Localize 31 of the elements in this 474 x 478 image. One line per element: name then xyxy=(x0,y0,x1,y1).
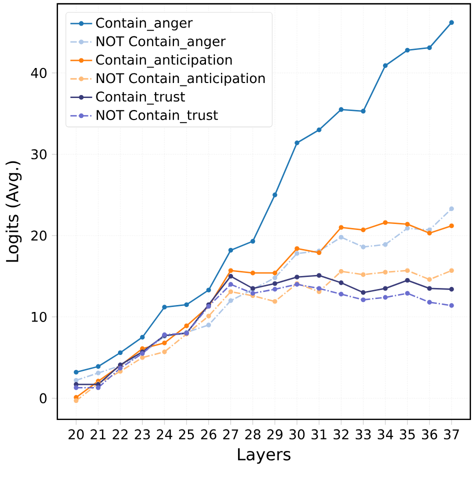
x-tick-label: 28 xyxy=(245,429,260,440)
x-tick-label: 36 xyxy=(422,429,438,440)
y-tick-label: 40 xyxy=(30,68,46,78)
x-tick-label: 29 xyxy=(267,429,282,440)
legend-label: NOT Contain_anger xyxy=(96,36,226,50)
x-tick-label: 26 xyxy=(201,429,216,440)
x-tick-label: 22 xyxy=(112,429,128,440)
y-tick-label: 30 xyxy=(31,149,46,160)
x-tick-label: 35 xyxy=(400,429,415,440)
y-tick-label: 20 xyxy=(31,230,46,241)
y-tick-label: 0 xyxy=(40,393,46,404)
legend-label: NOT Contain_anticipation xyxy=(96,72,265,86)
y-axis-title: Logits (Avg.) xyxy=(6,161,22,262)
x-tick-label: 34 xyxy=(378,429,393,440)
x-axis-title: Layers xyxy=(238,448,290,464)
legend-label: Contain_anticipation xyxy=(96,54,232,68)
x-tick-label: 21 xyxy=(90,429,106,440)
x-tick-label: 23 xyxy=(134,429,150,440)
x-tick-label: 32 xyxy=(334,429,348,440)
legend-label: Contain_anger xyxy=(96,18,193,31)
x-tick-label: 33 xyxy=(356,429,371,440)
x-tick-label: 30 xyxy=(289,429,305,440)
x-tick-label: 27 xyxy=(223,429,238,440)
x-tick-label: 20 xyxy=(68,429,84,440)
x-tick-label: 37 xyxy=(444,429,459,440)
x-tick-label: 31 xyxy=(311,429,326,440)
x-tick-label: 25 xyxy=(178,429,194,440)
x-tick-label: 24 xyxy=(156,429,172,440)
legend-label: NOT Contain_trust xyxy=(96,110,218,124)
y-tick-label: 10 xyxy=(32,312,46,322)
legend-label: Contain_trust xyxy=(96,91,185,105)
